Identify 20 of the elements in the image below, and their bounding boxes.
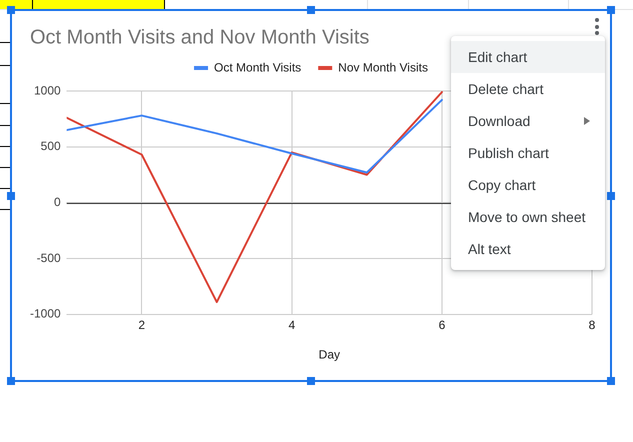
x-axis-title: Day: [318, 347, 340, 362]
chart-title: Oct Month Visits and Nov Month Visits: [30, 26, 370, 49]
x-tick-label: 8: [588, 318, 596, 332]
annotation: Alt text: [468, 241, 511, 257]
legend-label: Oct Month Visits: [214, 60, 302, 74]
text: Edit chart: [468, 49, 528, 65]
y-tick-label: 1000: [34, 83, 62, 98]
y-tick-label: 0: [54, 194, 62, 209]
annotation: Move to own sheet: [468, 209, 586, 225]
annotation: Copy chart: [468, 177, 536, 193]
y-tick-label: -500: [36, 250, 62, 265]
annotation: Download: [468, 113, 530, 129]
annotation: Delete chart: [468, 81, 544, 97]
x-tick-label: 2: [138, 318, 146, 332]
y-tick-label: 500: [40, 139, 62, 154]
x-tick-label: 4: [288, 318, 296, 332]
x-tick-label: 6: [438, 318, 446, 332]
y-tick-label: -1000: [30, 306, 62, 321]
legend-label: Nov Month Visits: [338, 60, 428, 74]
annotation: Publish chart: [468, 145, 549, 161]
